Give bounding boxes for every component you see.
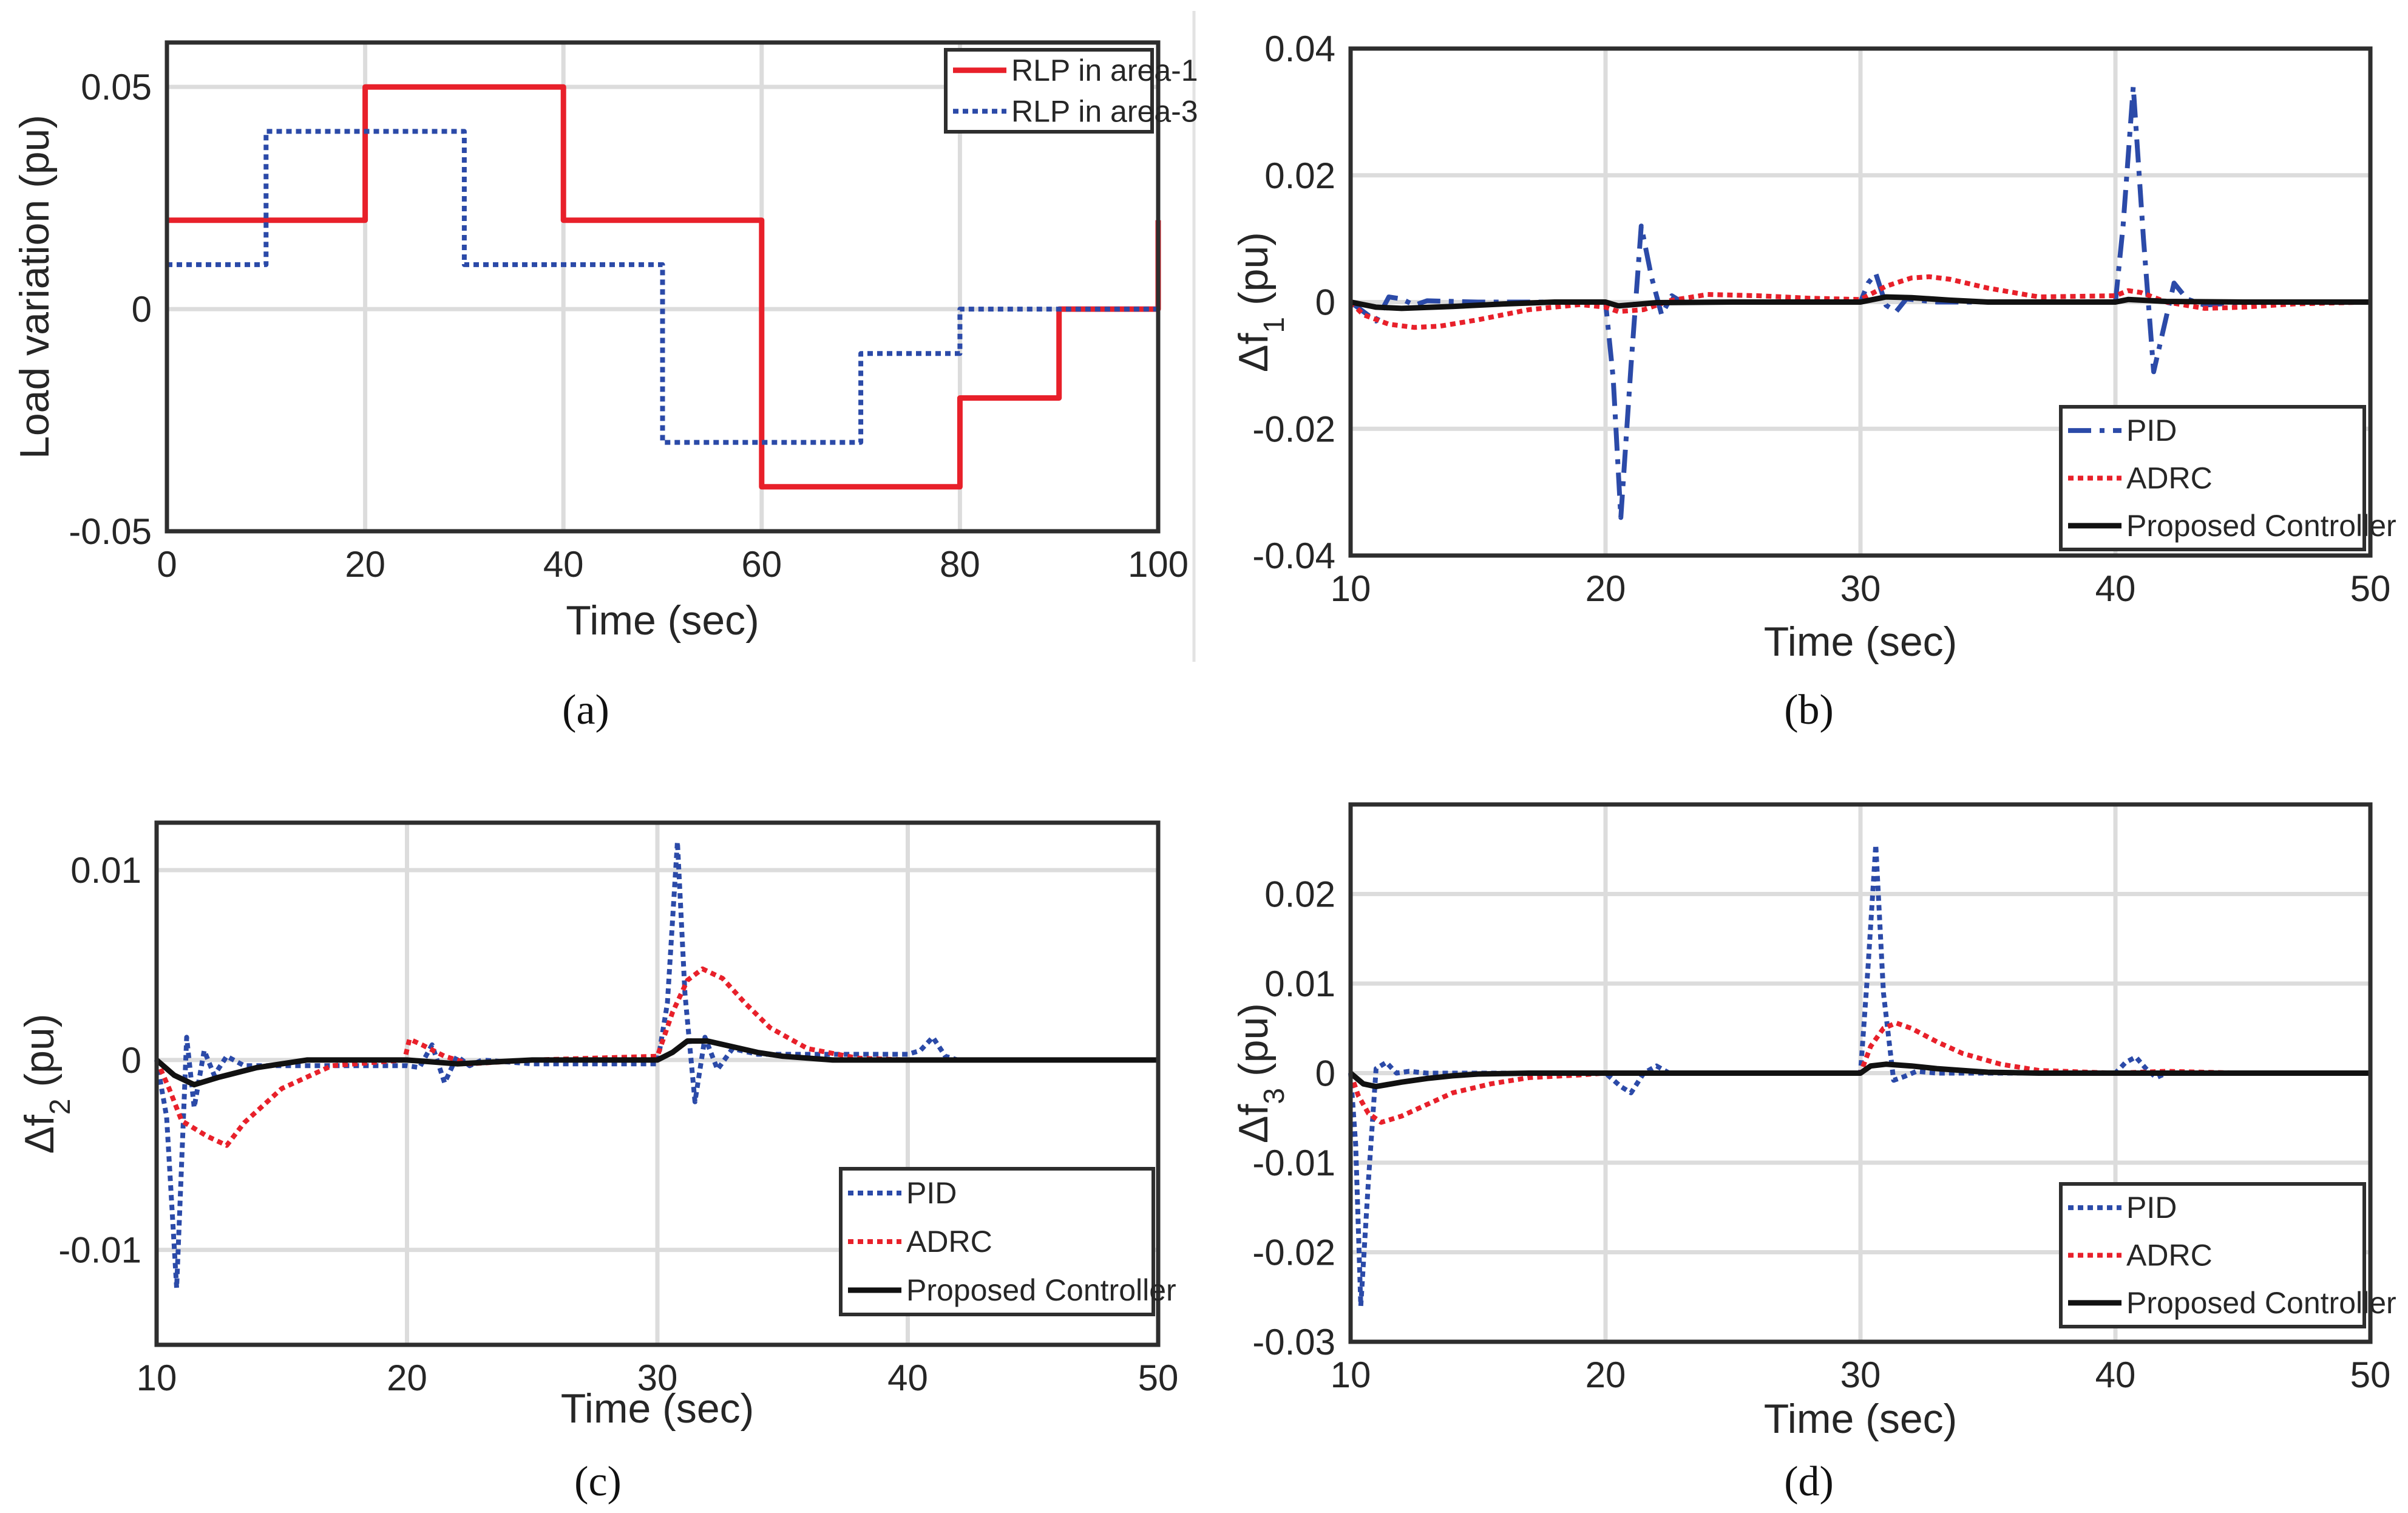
y-axis-label: Load variation (pu) [12, 115, 58, 459]
x-axis-label: Time (sec) [566, 597, 759, 644]
legend-label: RLP in area-3 [1011, 94, 1198, 128]
x-tick-label: 20 [1586, 568, 1626, 609]
legend: RLP in area-1 RLP in area-3 [944, 48, 1198, 134]
y-tick-label: 0 [132, 289, 152, 330]
y-axis-label-main: Δf [1230, 1104, 1277, 1143]
x-tick-label: 40 [2095, 1355, 2136, 1395]
y-tick-label: -0.03 [1252, 1322, 1335, 1362]
panel-caption: (a) [562, 687, 609, 733]
x-tick-label: 10 [137, 1358, 177, 1398]
plot-area [1349, 84, 2371, 520]
series-line-adrc [154, 966, 1158, 1148]
legend-label: RLP in area-1 [1011, 53, 1198, 87]
y-tick-label: 0.02 [1264, 155, 1335, 196]
panel-caption: (d) [1784, 1458, 1834, 1505]
y-tick-label: 0.01 [70, 850, 141, 891]
y-tick-label: 0.05 [81, 67, 152, 107]
y-axis-label-unit: (pu) [1230, 1003, 1277, 1088]
legend-label: ADRC [906, 1225, 992, 1259]
y-axis-label-unit: (pu) [1230, 232, 1277, 317]
series-line-proposed-controller [1350, 294, 2370, 311]
y-tick-label: 0 [1315, 1053, 1335, 1094]
x-tick-label: 40 [887, 1358, 928, 1398]
legend-label: PID [2126, 1191, 2177, 1225]
x-tick-label: 100 [1128, 544, 1189, 585]
x-tick-label: 50 [1138, 1358, 1179, 1398]
legend-label: ADRC [2126, 461, 2213, 495]
y-axis-label: Δf3 (pu) [1230, 1003, 1290, 1143]
series-line-proposed-controller [1349, 1061, 2370, 1090]
x-tick-label: 30 [1840, 568, 1881, 609]
panel-b: 10 20 30 40 50 -0.04 -0.02 0 0.02 0.04 Time (sec) Δ… [1230, 29, 2396, 733]
x-tick-label: 20 [1586, 1355, 1626, 1395]
x-axis-label: Time (sec) [1764, 1396, 1958, 1442]
x-tick-label: 30 [1840, 1355, 1881, 1395]
legend-label: Proposed Controller [906, 1273, 1176, 1307]
axes-frame [164, 40, 1161, 534]
legend-label: ADRC [2126, 1239, 2213, 1273]
x-tick-label: 50 [2350, 568, 2391, 609]
x-tick-label: 0 [157, 544, 177, 585]
legend-label: Proposed Controller [2126, 1286, 2396, 1320]
y-axis-label-main: Δf [16, 1115, 63, 1154]
legend: PID ADRC Proposed Controller [2059, 405, 2396, 551]
y-tick-label: 0.04 [1264, 29, 1335, 69]
panel-caption: (b) [1784, 687, 1834, 733]
x-tick-label: 40 [543, 544, 584, 585]
y-tick-label: -0.04 [1252, 536, 1335, 576]
y-axis-label: Δf2 (pu) [16, 1014, 76, 1154]
x-tick-label: 40 [2095, 568, 2136, 609]
x-tick-label: 50 [2350, 1355, 2391, 1395]
x-tick-label: 60 [741, 544, 782, 585]
y-tick-label: -0.02 [1252, 1232, 1335, 1273]
x-tick-label: 20 [345, 544, 385, 585]
legend-label: PID [906, 1176, 957, 1210]
axes-frame [154, 820, 1161, 1347]
y-tick-label: 0 [121, 1040, 141, 1081]
plot-area [167, 84, 1161, 490]
series-line-rlp-in-area-3 [167, 129, 1158, 445]
panel-d: 10 20 30 40 50 -0.03 -0.02 -0.01 0 0.01 0.02 Time (… [1230, 802, 2396, 1505]
x-tick-label: 20 [387, 1358, 427, 1398]
series-line-pid [1349, 84, 2370, 520]
x-tick-label: 80 [940, 544, 980, 585]
x-axis-label: Time (sec) [561, 1386, 755, 1432]
y-axis-label: Δf1 (pu) [1230, 232, 1290, 372]
y-tick-label: -0.01 [58, 1230, 141, 1271]
y-tick-label: 0.02 [1264, 874, 1335, 915]
y-tick-label: 0.01 [1264, 964, 1335, 1004]
y-axis-label-main: Δf [1230, 333, 1277, 372]
plot-area [154, 839, 1158, 1291]
x-tick-label: 30 [637, 1358, 678, 1398]
axes-frame [1348, 46, 2373, 558]
legend: PID ADRC Proposed Controller [2059, 1182, 2396, 1328]
y-axis-label-unit: (pu) [16, 1014, 63, 1099]
legend-box [944, 48, 1154, 134]
panel-c: 10 20 30 40 50 -0.01 0 0.01 Time (sec) Δf2 (pu) PI… [16, 820, 1179, 1505]
series-line-proposed-controller [155, 1038, 1158, 1088]
y-tick-label: -0.05 [69, 511, 152, 552]
legend-label: PID [2126, 413, 2177, 447]
series-line-adrc [1349, 274, 2371, 330]
x-tick-label: 10 [1331, 1355, 1371, 1395]
plot-area [1348, 842, 2370, 1308]
x-axis-label: Time (sec) [1764, 619, 1958, 665]
legend-label: Proposed Controller [2126, 509, 2396, 543]
y-tick-label: -0.01 [1252, 1143, 1335, 1183]
legend: PID ADRC Proposed Controller [839, 1167, 1176, 1316]
x-tick-label: 10 [1331, 568, 1371, 609]
panel-caption: (c) [574, 1458, 622, 1505]
y-axis-label-subscript: 3 [1258, 1088, 1290, 1104]
y-tick-label: 0 [1315, 282, 1335, 323]
y-axis-label-subscript: 1 [1258, 317, 1290, 333]
y-tick-label: -0.02 [1252, 409, 1335, 449]
y-axis-label-subscript: 2 [44, 1098, 76, 1115]
axes-frame [1348, 802, 2373, 1344]
